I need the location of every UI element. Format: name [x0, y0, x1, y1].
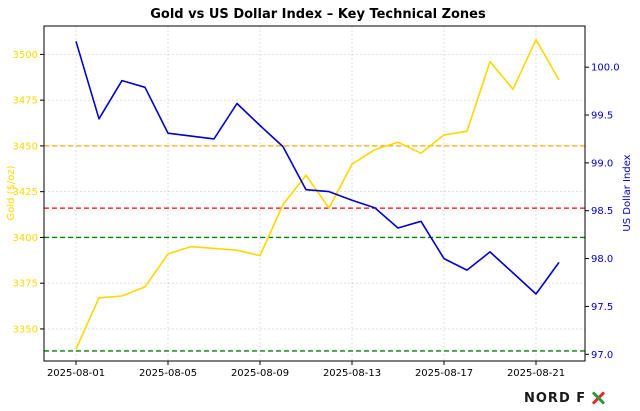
chart-title: Gold vs US Dollar Index – Key Technical … — [150, 7, 486, 22]
logo-x-icon — [591, 391, 606, 405]
y-tick-label-right: 97.5 — [591, 302, 613, 313]
y-tick-label-left: 3500 — [13, 50, 38, 61]
y-tick-label-right: 98.0 — [591, 254, 613, 265]
y-tick-label-left: 3375 — [13, 279, 38, 290]
left-y-axis: 3350 3375 3400 3425 3450 3475 3500 — [13, 50, 44, 335]
y-tick-label-left: 3450 — [13, 141, 38, 152]
x-tick-label: 2025-08-01 — [47, 368, 105, 379]
y-tick-label-right: 99.0 — [591, 158, 613, 169]
y-tick-label-left: 3400 — [13, 233, 38, 244]
y-tick-label-right: 99.5 — [591, 111, 613, 122]
y-tick-label-right: 97.0 — [591, 350, 613, 361]
reference-lines — [44, 145, 585, 352]
x-axis: 2025-08-01 2025-08-05 2025-08-09 2025-08-13… — [47, 361, 565, 379]
series-lines — [75, 38, 560, 350]
y-tick-label-right: 98.5 — [591, 206, 613, 217]
y-tick-label-left: 3350 — [13, 324, 38, 335]
y-tick-label-right: 100.0 — [591, 63, 620, 74]
dxy-line — [75, 41, 560, 295]
y-tick-label-left: 3425 — [13, 187, 38, 198]
y-axis-label-right: US Dollar Index — [622, 154, 633, 231]
x-tick-label: 2025-08-17 — [415, 368, 473, 379]
y-axis-label-left: Gold ($/oz) — [6, 165, 17, 220]
nordfx-logo: NORD F — [524, 388, 628, 408]
plot-frame — [43, 25, 586, 362]
right-y-axis: 97.0 97.5 98.0 98.5 99.0 99.5 100.0 — [585, 63, 620, 361]
y-tick-label-left: 3475 — [13, 96, 38, 107]
grid — [44, 26, 585, 361]
x-tick-label: 2025-08-13 — [323, 368, 381, 379]
x-tick-label: 2025-08-21 — [507, 368, 565, 379]
x-tick-label: 2025-08-09 — [231, 368, 289, 379]
gold-line — [75, 38, 560, 350]
logo-text: NORD F — [524, 390, 587, 406]
x-tick-label: 2025-08-05 — [139, 368, 197, 379]
